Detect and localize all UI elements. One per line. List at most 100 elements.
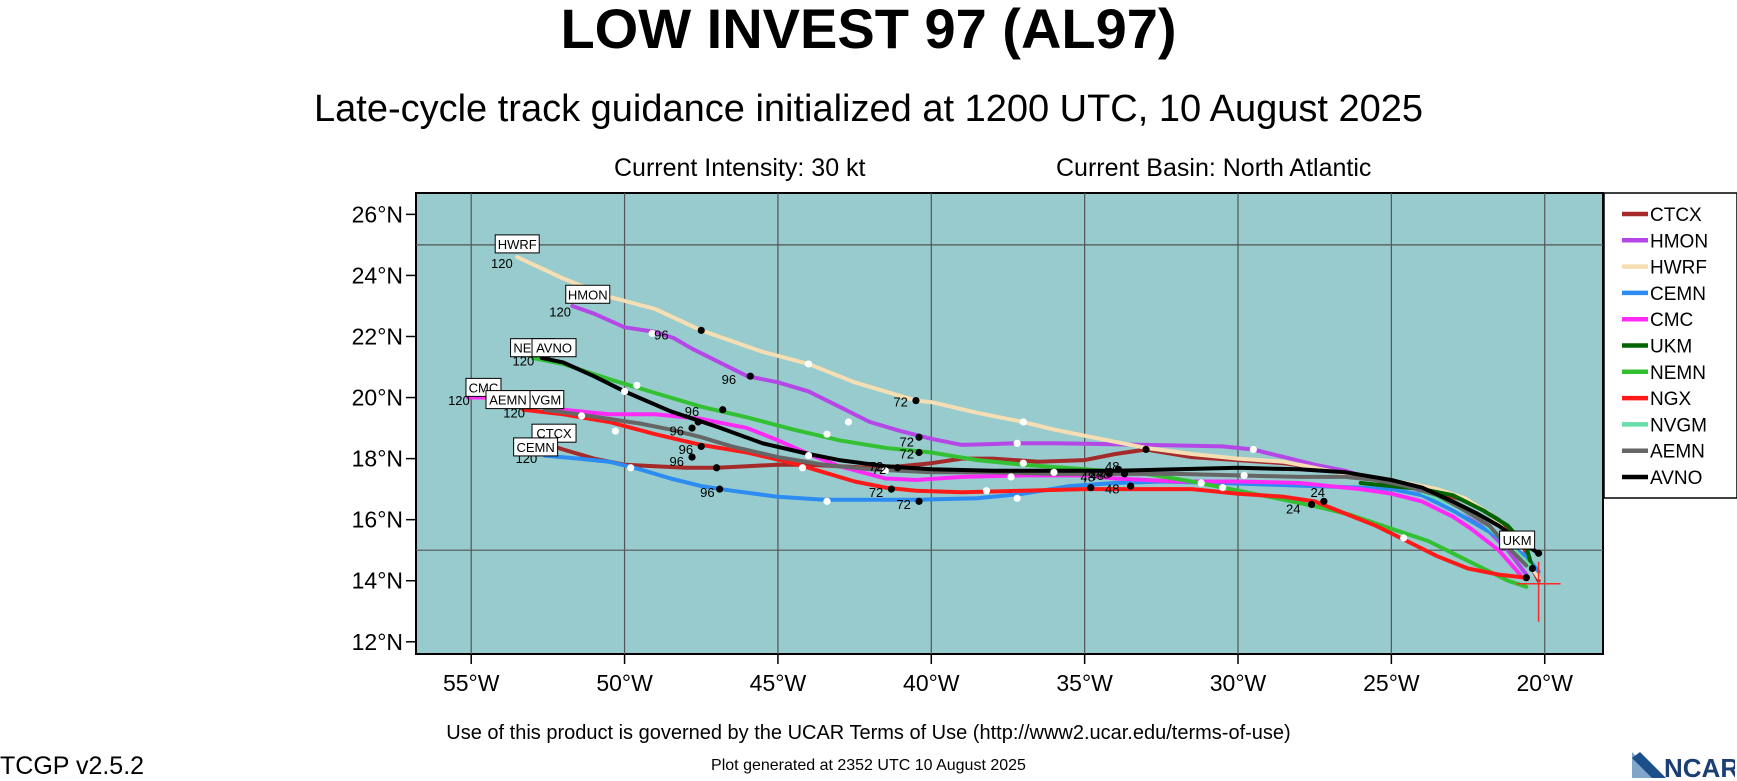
forecast-hour-label: 96	[700, 485, 714, 500]
track-dot-nemn	[1105, 470, 1113, 478]
track-dot-nemn	[1308, 500, 1316, 509]
forecast-hour-label: 120	[549, 305, 571, 320]
x-tick-label: 20°W	[1516, 670, 1573, 696]
track-dot-cmc	[694, 418, 702, 426]
legend-entry-ctcx: CTCX	[1622, 205, 1702, 226]
track-dot-cemn	[823, 497, 831, 505]
track-dot-cmc	[1007, 473, 1015, 481]
model-end-label-box	[1499, 530, 1536, 550]
legend-entry-hmon: HMON	[1622, 231, 1708, 252]
track-dot-ngx	[697, 442, 705, 450]
grid-lines	[416, 193, 1603, 654]
forecast-hour-label: 48	[1090, 468, 1104, 483]
forecast-hour-label: 96	[685, 404, 699, 419]
model-end-label-hwrf: HWRF	[494, 234, 540, 254]
current-intensity: Current Intensity: 30 kt	[614, 154, 866, 182]
track-dot-hmon	[648, 329, 656, 338]
x-tick-label: 50°W	[596, 670, 653, 696]
model-end-label-text: HMON	[568, 287, 608, 302]
track-dot-avno	[1534, 549, 1543, 557]
x-tick-label: 30°W	[1210, 670, 1267, 696]
model-end-label-box	[565, 284, 611, 304]
legend-label: UKM	[1650, 337, 1692, 358]
y-tick-label: 26°N	[352, 201, 403, 227]
track-dot-nemn	[823, 430, 831, 438]
legend-entry-cemn: CEMN	[1622, 284, 1706, 305]
legend: CTCX HMON HWRF CEMN CMC UKM NEMN NGX NVGM AEMN AVN…	[1603, 192, 1737, 499]
model-end-label-text: UKM	[1503, 533, 1532, 548]
legend-label: NEMN	[1650, 363, 1706, 384]
track-dot-avno	[1114, 465, 1122, 473]
forecast-hour-label: 48	[1105, 482, 1119, 497]
track-dot-cemn	[915, 497, 923, 505]
version-label: TCGP v2.5.2	[0, 752, 145, 780]
model-end-label-text: AEMN	[489, 393, 527, 408]
forecast-hour-label: 96	[722, 372, 736, 387]
forecast-hour-label: 120	[491, 256, 513, 271]
forecast-hour-label: 120	[512, 353, 534, 368]
legend-label: AVNO	[1650, 468, 1702, 489]
track-dot-aemn	[1240, 471, 1248, 480]
track-dot-nemn	[633, 381, 641, 389]
ncar-logo-text: NCAR	[1664, 753, 1735, 780]
track-dot-nemn	[1219, 484, 1227, 492]
forecast-hour-label: 72	[869, 485, 883, 500]
forecast-hour-label: 72	[869, 459, 883, 474]
track-dot-cemn	[1127, 482, 1135, 490]
ncar-logo: NCAR	[1632, 752, 1735, 780]
track-dot-cemn	[627, 464, 635, 472]
legend-label: AEMN	[1650, 442, 1705, 463]
track-dot-cemn	[1013, 494, 1021, 502]
forecast-hour-label: 96	[654, 328, 668, 343]
forecast-hour-label: 48	[1080, 470, 1094, 485]
model-end-label-avno: AVNO	[531, 338, 577, 358]
track-dot-ngx	[798, 464, 807, 472]
x-tick-label: 35°W	[1056, 670, 1113, 696]
track-dot-ctcx	[1142, 445, 1150, 454]
model-end-label-ukm: UKM	[1499, 530, 1536, 550]
chart-subtitle: Late-cycle track guidance initialized at…	[314, 88, 1423, 130]
y-tick-label: 12°N	[352, 629, 403, 655]
forecast-hour-label: 96	[669, 454, 683, 469]
legend-label: NVGM	[1650, 415, 1707, 436]
y-tick-label: 18°N	[352, 446, 403, 472]
x-tick-label: 40°W	[903, 670, 960, 696]
forecast-hour-label: 120	[503, 405, 525, 420]
track-dot-avno	[620, 387, 629, 396]
track-cmc	[466, 395, 1523, 577]
legend-label: NGX	[1650, 389, 1692, 410]
current-position-marker	[1516, 561, 1561, 622]
model-end-label-box	[513, 437, 559, 457]
forecast-hour-label: 96	[679, 442, 693, 457]
model-end-label-hmon: HMON	[565, 284, 611, 304]
model-end-label-box	[494, 234, 540, 254]
track-dot-hmon	[746, 372, 754, 380]
x-tick-label: 25°W	[1363, 670, 1420, 696]
y-tick-label: 24°N	[352, 262, 403, 288]
forecast-hour-label: 48	[1096, 466, 1110, 481]
track-dot-hmon	[844, 418, 853, 426]
forecast-hour-label: 24	[1311, 485, 1325, 500]
model-end-label-text: CEMN	[516, 440, 554, 455]
track-dot-hmon	[1249, 445, 1257, 454]
track-dots	[578, 326, 1543, 582]
y-tick-label: 22°N	[352, 323, 403, 349]
model-end-label-text: NVGM	[522, 393, 561, 408]
model-end-label-box	[485, 390, 531, 410]
track-dot-aemn	[1120, 470, 1129, 478]
legend-entry-hwrf: HWRF	[1622, 258, 1707, 279]
y-tick-label: 14°N	[352, 568, 403, 594]
legend-entry-avno: AVNO	[1622, 468, 1702, 489]
legend-label: CEMN	[1650, 284, 1706, 305]
track-dot-ngx	[1320, 497, 1328, 505]
track-dot-hwrf	[804, 360, 813, 368]
track-dot-cmc	[804, 451, 813, 460]
legend-label: HMON	[1650, 231, 1708, 252]
legend-entry-ukm: UKM	[1622, 337, 1692, 358]
model-end-labels: CTCXHMONHWRFCEMNCMCUKMNEMNNGXNVGMAEMNAVN…	[465, 234, 1536, 550]
forecast-hour-label: 48	[1105, 459, 1119, 474]
model-end-label-box	[531, 338, 577, 358]
track-dot-ngx	[578, 412, 586, 420]
track-dot-ngx	[982, 487, 991, 495]
track-dot-aemn	[881, 467, 889, 475]
